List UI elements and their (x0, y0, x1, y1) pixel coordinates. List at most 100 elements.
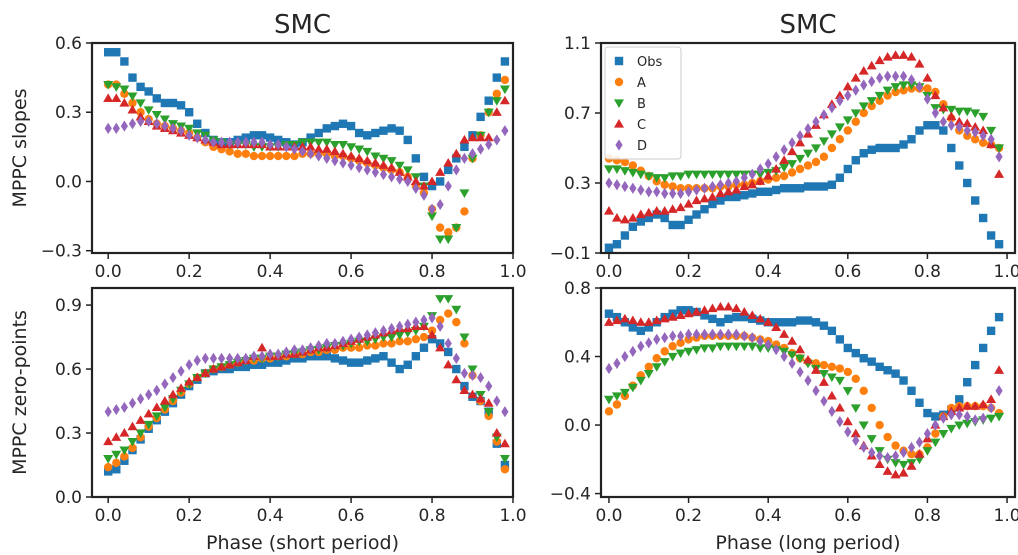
point-obs-1 (112, 465, 121, 474)
point-obs-23 (787, 184, 797, 193)
point-c-0 (103, 436, 114, 446)
point-c-47 (978, 399, 989, 409)
point-c-41 (930, 90, 941, 100)
point-obs-17 (241, 362, 251, 372)
point-c-19 (755, 313, 766, 323)
point-a-34 (875, 96, 884, 105)
point-c-1 (611, 315, 622, 325)
point-c-5 (643, 317, 654, 326)
point-c-39 (418, 321, 429, 330)
point-d-12 (700, 182, 709, 194)
point-obs-4 (636, 217, 646, 226)
point-obs-43 (452, 364, 461, 374)
point-d-5 (645, 337, 653, 349)
point-b-49 (994, 412, 1005, 422)
point-d-10 (684, 328, 693, 340)
point-obs-28 (330, 354, 340, 363)
point-obs-36 (395, 126, 404, 135)
point-a-36 (891, 441, 900, 450)
point-d-2 (120, 401, 128, 414)
point-d-18 (250, 136, 258, 148)
point-c-26 (313, 144, 324, 153)
point-obs-27 (819, 182, 829, 191)
x-axis-label: Phase (short period) (206, 532, 399, 554)
point-b-10 (184, 124, 195, 134)
point-c-42 (938, 102, 949, 112)
point-a-18 (249, 151, 259, 161)
point-a-30 (843, 126, 853, 135)
point-obs-48 (492, 73, 502, 82)
point-b-19 (755, 344, 766, 353)
point-d-36 (891, 450, 900, 462)
point-obs-49 (994, 312, 1004, 322)
point-d-9 (677, 330, 685, 342)
point-b-49 (499, 455, 510, 464)
point-d-13 (708, 180, 717, 193)
point-a-30 (843, 367, 853, 377)
point-b-3 (627, 383, 638, 393)
point-d-19 (756, 335, 764, 347)
point-a-31 (354, 343, 364, 352)
point-c-22 (779, 329, 790, 338)
point-a-24 (795, 164, 805, 174)
point-c-44 (459, 134, 470, 144)
point-b-43 (451, 224, 462, 233)
point-obs-31 (851, 348, 860, 358)
point-obs-18 (748, 189, 757, 198)
x-tick-label: 0.2 (675, 262, 702, 282)
point-d-30 (844, 426, 852, 438)
point-b-0 (103, 455, 114, 464)
point-c-29 (834, 402, 845, 412)
point-obs-2 (620, 231, 630, 240)
point-a-1 (112, 458, 121, 468)
x-tick-label: 0.4 (755, 506, 782, 526)
point-d-32 (860, 441, 868, 453)
point-c-20 (763, 171, 774, 180)
point-d-13 (209, 136, 218, 148)
point-b-48 (986, 414, 997, 424)
point-obs-41 (435, 177, 445, 186)
point-b-35 (386, 157, 397, 166)
x-tick-label: 0.0 (595, 262, 622, 282)
point-d-30 (347, 159, 355, 171)
legend-box (604, 46, 682, 160)
point-d-6 (653, 333, 661, 345)
point-c-47 (978, 125, 989, 135)
point-obs-3 (128, 73, 137, 82)
point-a-33 (371, 341, 380, 350)
point-obs-26 (811, 182, 821, 191)
point-obs-15 (724, 314, 733, 324)
point-obs-41 (931, 121, 940, 130)
point-c-3 (127, 104, 138, 114)
point-obs-17 (740, 312, 749, 322)
point-obs-0 (604, 243, 614, 252)
point-obs-43 (452, 154, 461, 163)
point-a-37 (899, 86, 908, 95)
point-d-25 (306, 342, 315, 354)
legend-marker-d (615, 139, 623, 151)
point-b-1 (611, 392, 622, 401)
point-b-36 (394, 331, 405, 340)
point-d-31 (355, 162, 363, 174)
point-c-4 (635, 317, 646, 326)
point-b-43 (946, 105, 957, 115)
point-c-38 (906, 52, 917, 61)
point-b-12 (699, 170, 710, 180)
y-axis-label: MPPC zero-points (9, 310, 31, 475)
point-d-41 (931, 107, 939, 119)
point-d-10 (185, 129, 193, 141)
point-d-19 (258, 136, 266, 148)
point-obs-40 (427, 334, 437, 344)
point-obs-35 (387, 124, 396, 133)
point-obs-38 (907, 386, 916, 395)
chart-title: SMC (274, 10, 331, 40)
point-obs-33 (371, 354, 380, 363)
point-b-39 (914, 455, 925, 465)
point-obs-39 (915, 126, 924, 135)
point-d-15 (724, 328, 732, 340)
point-obs-0 (103, 48, 113, 57)
point-d-26 (812, 385, 820, 397)
x-tick-label: 0.4 (257, 506, 284, 526)
point-d-15 (226, 136, 234, 148)
